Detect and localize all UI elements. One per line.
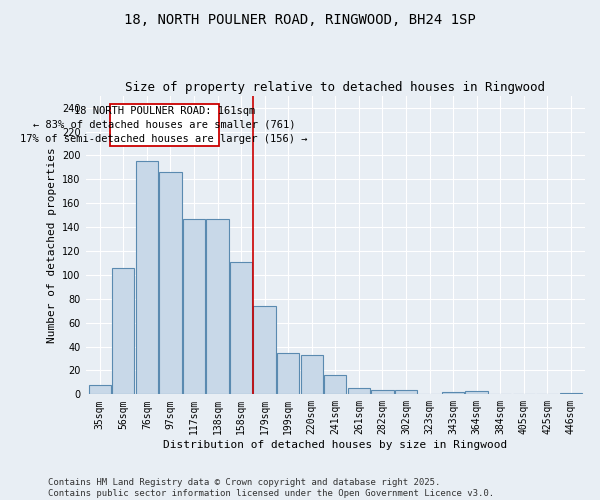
Text: ← 83% of detached houses are smaller (761): ← 83% of detached houses are smaller (76… — [33, 120, 295, 130]
Bar — [371, 390, 394, 394]
Text: Contains HM Land Registry data © Crown copyright and database right 2025.
Contai: Contains HM Land Registry data © Crown c… — [48, 478, 494, 498]
X-axis label: Distribution of detached houses by size in Ringwood: Distribution of detached houses by size … — [163, 440, 508, 450]
Bar — [230, 262, 252, 394]
Bar — [301, 355, 323, 395]
Text: 18 NORTH POULNER ROAD: 161sqm: 18 NORTH POULNER ROAD: 161sqm — [74, 106, 255, 116]
Bar — [206, 218, 229, 394]
Bar — [277, 352, 299, 395]
Text: 18, NORTH POULNER ROAD, RINGWOOD, BH24 1SP: 18, NORTH POULNER ROAD, RINGWOOD, BH24 1… — [124, 12, 476, 26]
Bar — [253, 306, 276, 394]
Bar — [442, 392, 464, 394]
Bar — [466, 390, 488, 394]
Bar — [560, 393, 582, 394]
Bar — [395, 390, 417, 394]
Bar — [324, 375, 346, 394]
FancyBboxPatch shape — [110, 104, 218, 146]
Bar — [347, 388, 370, 394]
Bar — [183, 218, 205, 394]
Bar — [136, 162, 158, 394]
Bar — [89, 385, 111, 394]
Bar — [159, 172, 182, 394]
Bar — [112, 268, 134, 394]
Text: 17% of semi-detached houses are larger (156) →: 17% of semi-detached houses are larger (… — [20, 134, 308, 144]
Y-axis label: Number of detached properties: Number of detached properties — [47, 147, 56, 343]
Title: Size of property relative to detached houses in Ringwood: Size of property relative to detached ho… — [125, 82, 545, 94]
